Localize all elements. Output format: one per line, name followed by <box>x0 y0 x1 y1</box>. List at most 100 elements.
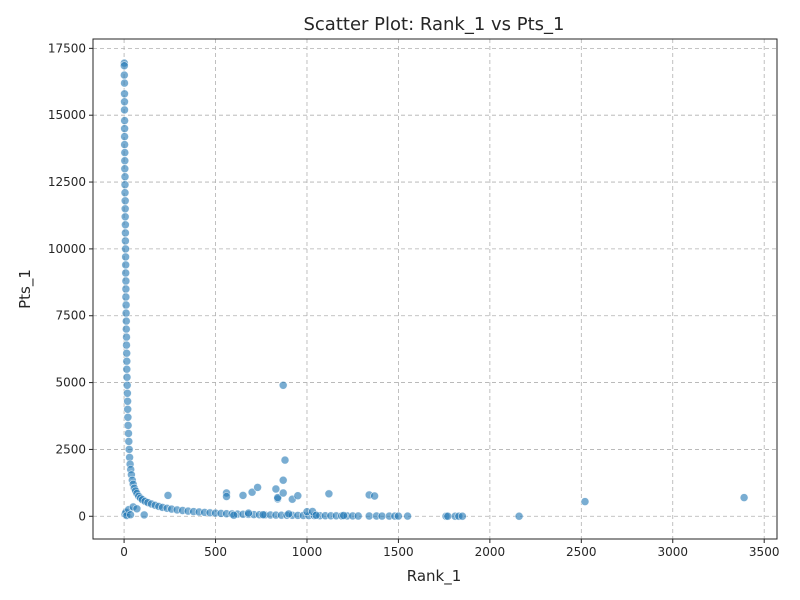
data-point <box>280 455 290 465</box>
data-point <box>121 228 130 238</box>
data-point <box>121 268 130 278</box>
data-point <box>122 316 131 326</box>
y-tick-label: 10000 <box>48 242 86 256</box>
data-point <box>284 509 294 519</box>
data-point <box>311 510 321 520</box>
data-point <box>120 124 129 133</box>
data-point <box>120 70 129 80</box>
data-point <box>120 78 129 88</box>
data-point <box>122 356 132 366</box>
data-point <box>123 396 132 406</box>
data-point <box>120 180 130 189</box>
data-point <box>120 164 130 173</box>
data-point <box>394 511 403 521</box>
y-tick-label: 12500 <box>48 175 86 189</box>
data-point <box>278 380 288 390</box>
data-point <box>122 340 131 350</box>
data-point <box>121 292 131 302</box>
data-point <box>123 404 132 414</box>
data-point <box>126 510 135 520</box>
y-tick-label: 5000 <box>55 376 86 390</box>
data-point <box>364 511 374 521</box>
data-point <box>458 511 467 521</box>
y-tick-label: 7500 <box>55 309 86 323</box>
data-point <box>339 511 348 520</box>
data-point <box>514 511 524 521</box>
y-axis-ticks: 0 2500 5000 7500 10000 12500 15000 17500 <box>48 41 93 523</box>
data-point <box>123 412 133 422</box>
data-point <box>377 511 387 521</box>
data-point <box>293 491 303 501</box>
data-point <box>238 491 248 500</box>
data-point <box>120 148 130 157</box>
data-point <box>121 308 131 318</box>
data-point <box>258 510 268 520</box>
data-point <box>132 504 142 514</box>
plot-frame <box>92 38 778 540</box>
data-point <box>120 172 130 181</box>
y-tick-label: 0 <box>78 509 86 523</box>
data-point <box>121 252 130 262</box>
y-axis-label: Pts_1 <box>16 269 35 309</box>
data-point <box>443 511 453 521</box>
data-point <box>121 260 130 270</box>
data-point <box>271 484 281 494</box>
data-point <box>123 388 132 398</box>
data-point <box>120 140 129 149</box>
data-point <box>247 487 257 497</box>
x-tick-label: 1000 <box>292 545 323 559</box>
data-point <box>122 364 132 374</box>
data-point <box>580 497 590 506</box>
chart-title: Scatter Plot: Rank_1 vs Pts_1 <box>303 14 564 35</box>
data-point <box>121 284 131 294</box>
x-axis-label: Rank_1 <box>407 567 462 586</box>
data-point <box>124 437 134 446</box>
x-tick-label: 3500 <box>749 545 780 559</box>
x-tick-label: 0 <box>120 545 128 559</box>
x-tick-label: 3000 <box>657 545 688 559</box>
data-point <box>120 156 130 165</box>
data-point <box>120 188 130 197</box>
data-point <box>222 492 231 501</box>
data-point <box>120 204 130 214</box>
data-point <box>163 491 173 500</box>
x-tick-label: 2000 <box>475 545 506 559</box>
data-point <box>278 475 288 485</box>
data-point <box>121 244 130 254</box>
data-point <box>370 491 379 501</box>
data-point <box>124 445 134 454</box>
data-point <box>120 61 129 70</box>
y-tick-label: 17500 <box>48 41 86 55</box>
grid-lines <box>93 39 777 539</box>
data-point <box>124 429 133 438</box>
y-tick-label: 15000 <box>48 108 86 122</box>
data-point <box>120 212 130 222</box>
data-point <box>229 510 239 520</box>
data-point <box>403 511 412 521</box>
data-point <box>739 493 749 502</box>
data-point <box>139 510 149 520</box>
x-tick-label: 1500 <box>383 545 414 559</box>
data-point <box>121 276 131 286</box>
data-point <box>273 493 283 502</box>
data-point <box>120 196 130 206</box>
data-point <box>122 332 131 342</box>
data-point <box>278 488 288 498</box>
scatter-points <box>120 58 749 521</box>
data-point <box>123 421 133 430</box>
x-tick-label: 2500 <box>566 545 597 559</box>
data-point <box>121 220 130 230</box>
data-point <box>121 236 130 246</box>
data-point <box>120 89 129 99</box>
x-axis-ticks: 0 500 1000 1500 2000 2500 3000 3500 <box>120 539 779 559</box>
data-point <box>324 489 334 499</box>
data-point <box>120 132 129 141</box>
data-point <box>244 508 253 518</box>
data-point <box>122 324 131 334</box>
data-point <box>120 105 129 115</box>
data-point <box>121 300 131 310</box>
y-tick-label: 2500 <box>55 442 86 456</box>
data-point <box>122 372 132 382</box>
